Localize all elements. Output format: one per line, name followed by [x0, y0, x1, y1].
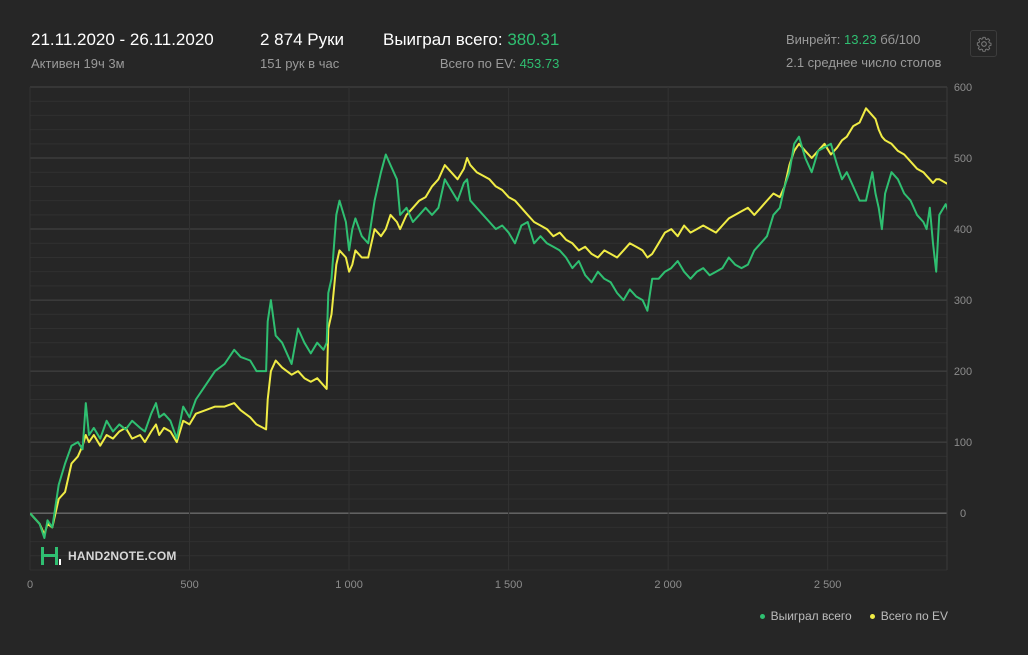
y-tick-label: 0 — [960, 508, 966, 520]
legend-dot-ev — [869, 613, 875, 619]
x-tick-label: 1 500 — [495, 579, 523, 591]
legend-label-won: Выиграл всего — [770, 609, 852, 623]
logo-icon — [41, 547, 61, 565]
y-tick-label: 100 — [954, 437, 972, 449]
logo-text: HAND2NOTE.COM — [68, 549, 177, 563]
active-time: Активен 19ч 3м — [31, 56, 125, 71]
winrate: Винрейт: 13.23 бб/100 — [786, 32, 941, 47]
date-block: 21.11.2020 - 26.11.2020 Активен 19ч 3м — [31, 30, 214, 71]
winrate-block: Винрейт: 13.23 бб/100 2.1 среднее число … — [786, 32, 941, 70]
x-tick-label: 1 000 — [335, 579, 363, 591]
date-range: 21.11.2020 - 26.11.2020 — [31, 30, 214, 49]
x-axis: 0 500 1 000 1 500 2 000 2 500 — [27, 579, 841, 591]
y-tick-label: 500 — [954, 153, 972, 165]
series-line-won — [30, 135, 947, 539]
legend-item-ev[interactable]: Всего по EV — [869, 609, 948, 623]
winrate-unit: бб/100 — [880, 32, 921, 47]
x-tick-label: 0 — [27, 579, 33, 591]
winrate-value: 13.23 — [844, 32, 877, 47]
x-tick-label: 500 — [180, 579, 198, 591]
hands-per-hour: 151 рук в час — [260, 56, 340, 71]
legend-item-won[interactable]: Выиграл всего — [759, 609, 852, 623]
y-axis: 0 100 200 300 400 500 600 — [954, 82, 972, 520]
ev-total: Всего по EV: 453.73 — [383, 56, 559, 71]
won-value: 380.31 — [507, 30, 560, 49]
ev-value: 453.73 — [519, 56, 560, 71]
avg-tables: 2.1 среднее число столов — [786, 55, 942, 70]
y-tick-label: 300 — [954, 295, 972, 307]
series-line-ev — [30, 107, 947, 536]
hands-block: 2 874 Руки 151 рук в час — [260, 30, 344, 71]
ev-label: Всего по EV: — [439, 56, 516, 71]
y-tick-label: 600 — [954, 82, 972, 94]
logo: HAND2NOTE.COM — [40, 545, 177, 567]
y-tick-label: 200 — [954, 366, 972, 378]
x-tick-label: 2 000 — [654, 579, 682, 591]
hands-count: 2 874 Руки — [260, 30, 345, 49]
won-label: Выиграл всего: — [383, 30, 503, 49]
gear-icon — [976, 36, 991, 52]
winrate-label: Винрейт: — [786, 32, 841, 47]
legend-dot-won — [759, 613, 765, 619]
grid — [29, 86, 948, 571]
x-tick-label: 2 500 — [814, 579, 842, 591]
settings-button[interactable] — [970, 30, 997, 57]
won-total: Выиграл всего: 380.31 — [383, 30, 559, 50]
series-group — [30, 107, 947, 539]
won-block: Выиграл всего: 380.31 Всего по EV: 453.7… — [383, 30, 559, 71]
y-tick-label: 400 — [954, 224, 972, 236]
legend-label-ev: Всего по EV — [880, 609, 948, 623]
legend: Выиграл всего Всего по EV — [759, 609, 948, 623]
